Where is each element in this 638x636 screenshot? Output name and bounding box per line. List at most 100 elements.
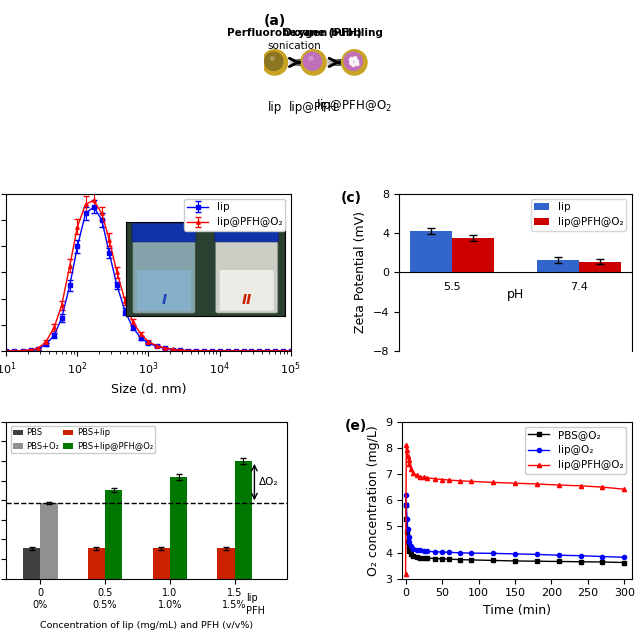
Circle shape: [350, 57, 353, 60]
Legend: lip, lip@PFH@O₂: lip, lip@PFH@O₂: [531, 199, 627, 230]
Bar: [170, 476, 187, 579]
lip@O₂: [468, 550, 475, 557]
PBS@O₂: [413, 553, 420, 561]
PBS@O₂: [404, 538, 412, 546]
Text: sonication: sonication: [268, 41, 322, 52]
Text: lip@PFH@O$_2$: lip@PFH@O$_2$: [316, 97, 392, 114]
Line: lip@O₂: lip@O₂: [403, 493, 627, 560]
PBS@O₂: [420, 554, 427, 562]
lip@PFH@O₂: [420, 474, 427, 481]
PBS@O₂: [438, 555, 446, 563]
Y-axis label: Zeta Potential (mV): Zeta Potential (mV): [354, 211, 367, 333]
Text: (c): (c): [341, 191, 362, 205]
lip@O₂: [445, 548, 453, 556]
PBS@O₂: [445, 555, 453, 563]
lip@PFH@O₂: [598, 483, 606, 491]
lip@PFH@O₂: [533, 480, 540, 488]
Line: PBS@O₂: PBS@O₂: [403, 503, 627, 565]
Text: lip: lip: [268, 101, 282, 114]
Circle shape: [300, 50, 326, 75]
PBS@O₂: [621, 558, 628, 566]
Bar: [235, 461, 252, 579]
Circle shape: [350, 58, 353, 62]
lip@PFH@O₂: [438, 476, 446, 483]
Bar: [218, 548, 235, 579]
lip@PFH@O₂: [511, 480, 519, 487]
Text: Perfluorohexane (PFH): Perfluorohexane (PFH): [227, 28, 362, 38]
lip@PFH@O₂: [405, 460, 413, 467]
lip@O₂: [438, 548, 446, 556]
X-axis label: Concentration of lip (mg/mL) and PFH (v/v%): Concentration of lip (mg/mL) and PFH (v/…: [40, 621, 253, 630]
lip@PFH@O₂: [577, 482, 584, 490]
lip@O₂: [424, 548, 431, 555]
lip@PFH@O₂: [417, 473, 424, 480]
Bar: [105, 490, 122, 579]
Bar: [88, 548, 105, 579]
lip@PFH@O₂: [404, 456, 412, 464]
lip@PFH@O₂: [445, 476, 453, 484]
lip@PFH@O₂: [424, 474, 431, 482]
PBS@O₂: [403, 515, 410, 522]
lip@O₂: [577, 552, 584, 560]
Circle shape: [352, 63, 355, 67]
lip@O₂: [420, 547, 427, 555]
X-axis label: Time (min): Time (min): [483, 604, 551, 617]
Y-axis label: O₂ concentration (mg/L): O₂ concentration (mg/L): [367, 425, 380, 576]
Text: lip: lip: [246, 593, 258, 604]
lip@PFH@O₂: [409, 469, 417, 476]
PBS@O₂: [431, 555, 438, 562]
PBS@O₂: [403, 528, 411, 536]
lip@O₂: [409, 545, 417, 553]
Text: 7.4: 7.4: [570, 282, 588, 292]
lip@PFH@O₂: [431, 475, 438, 483]
Circle shape: [341, 50, 367, 75]
PBS@O₂: [598, 558, 606, 566]
Bar: [23, 548, 40, 579]
Bar: [152, 548, 170, 579]
lip@PFH@O₂: [413, 471, 420, 479]
lip@O₂: [431, 548, 438, 556]
Circle shape: [353, 57, 357, 60]
lip@O₂: [403, 502, 410, 509]
Circle shape: [309, 57, 313, 60]
Circle shape: [350, 62, 352, 65]
Circle shape: [262, 50, 288, 75]
lip@PFH@O₂: [489, 479, 497, 487]
lip@O₂: [456, 549, 464, 556]
PBS@O₂: [404, 544, 412, 551]
PBS@O₂: [407, 550, 415, 558]
lip@O₂: [405, 538, 413, 546]
lip@PFH@O₂: [404, 452, 412, 460]
PBS@O₂: [405, 548, 413, 555]
lip@O₂: [621, 553, 628, 561]
lip@PFH@O₂: [407, 465, 415, 473]
lip@PFH@O₂: [468, 478, 475, 485]
PBS@O₂: [409, 552, 417, 560]
PBS@O₂: [577, 558, 584, 565]
lip@O₂: [402, 491, 410, 499]
Circle shape: [344, 52, 362, 71]
lip@O₂: [489, 550, 497, 557]
PBS@O₂: [456, 556, 464, 563]
PBS@O₂: [533, 557, 540, 565]
Bar: [579, 261, 621, 272]
lip@PFH@O₂: [402, 570, 410, 577]
lip@PFH@O₂: [403, 446, 411, 454]
PBS@O₂: [402, 502, 410, 509]
lip@O₂: [404, 525, 412, 533]
Circle shape: [356, 63, 359, 66]
Text: ΔO₂: ΔO₂: [259, 477, 278, 487]
Text: Oxygen bubbling: Oxygen bubbling: [283, 28, 383, 38]
Circle shape: [271, 57, 274, 60]
Text: (a): (a): [263, 14, 286, 28]
Line: lip@PFH@O₂: lip@PFH@O₂: [403, 443, 627, 576]
lip@O₂: [511, 550, 519, 558]
Circle shape: [303, 52, 322, 71]
Bar: [410, 231, 452, 272]
PBS@O₂: [468, 556, 475, 563]
PBS@O₂: [417, 554, 424, 562]
X-axis label: Size (d. nm): Size (d. nm): [111, 383, 186, 396]
lip@O₂: [555, 551, 563, 559]
Circle shape: [265, 52, 283, 71]
PBS@O₂: [555, 558, 563, 565]
